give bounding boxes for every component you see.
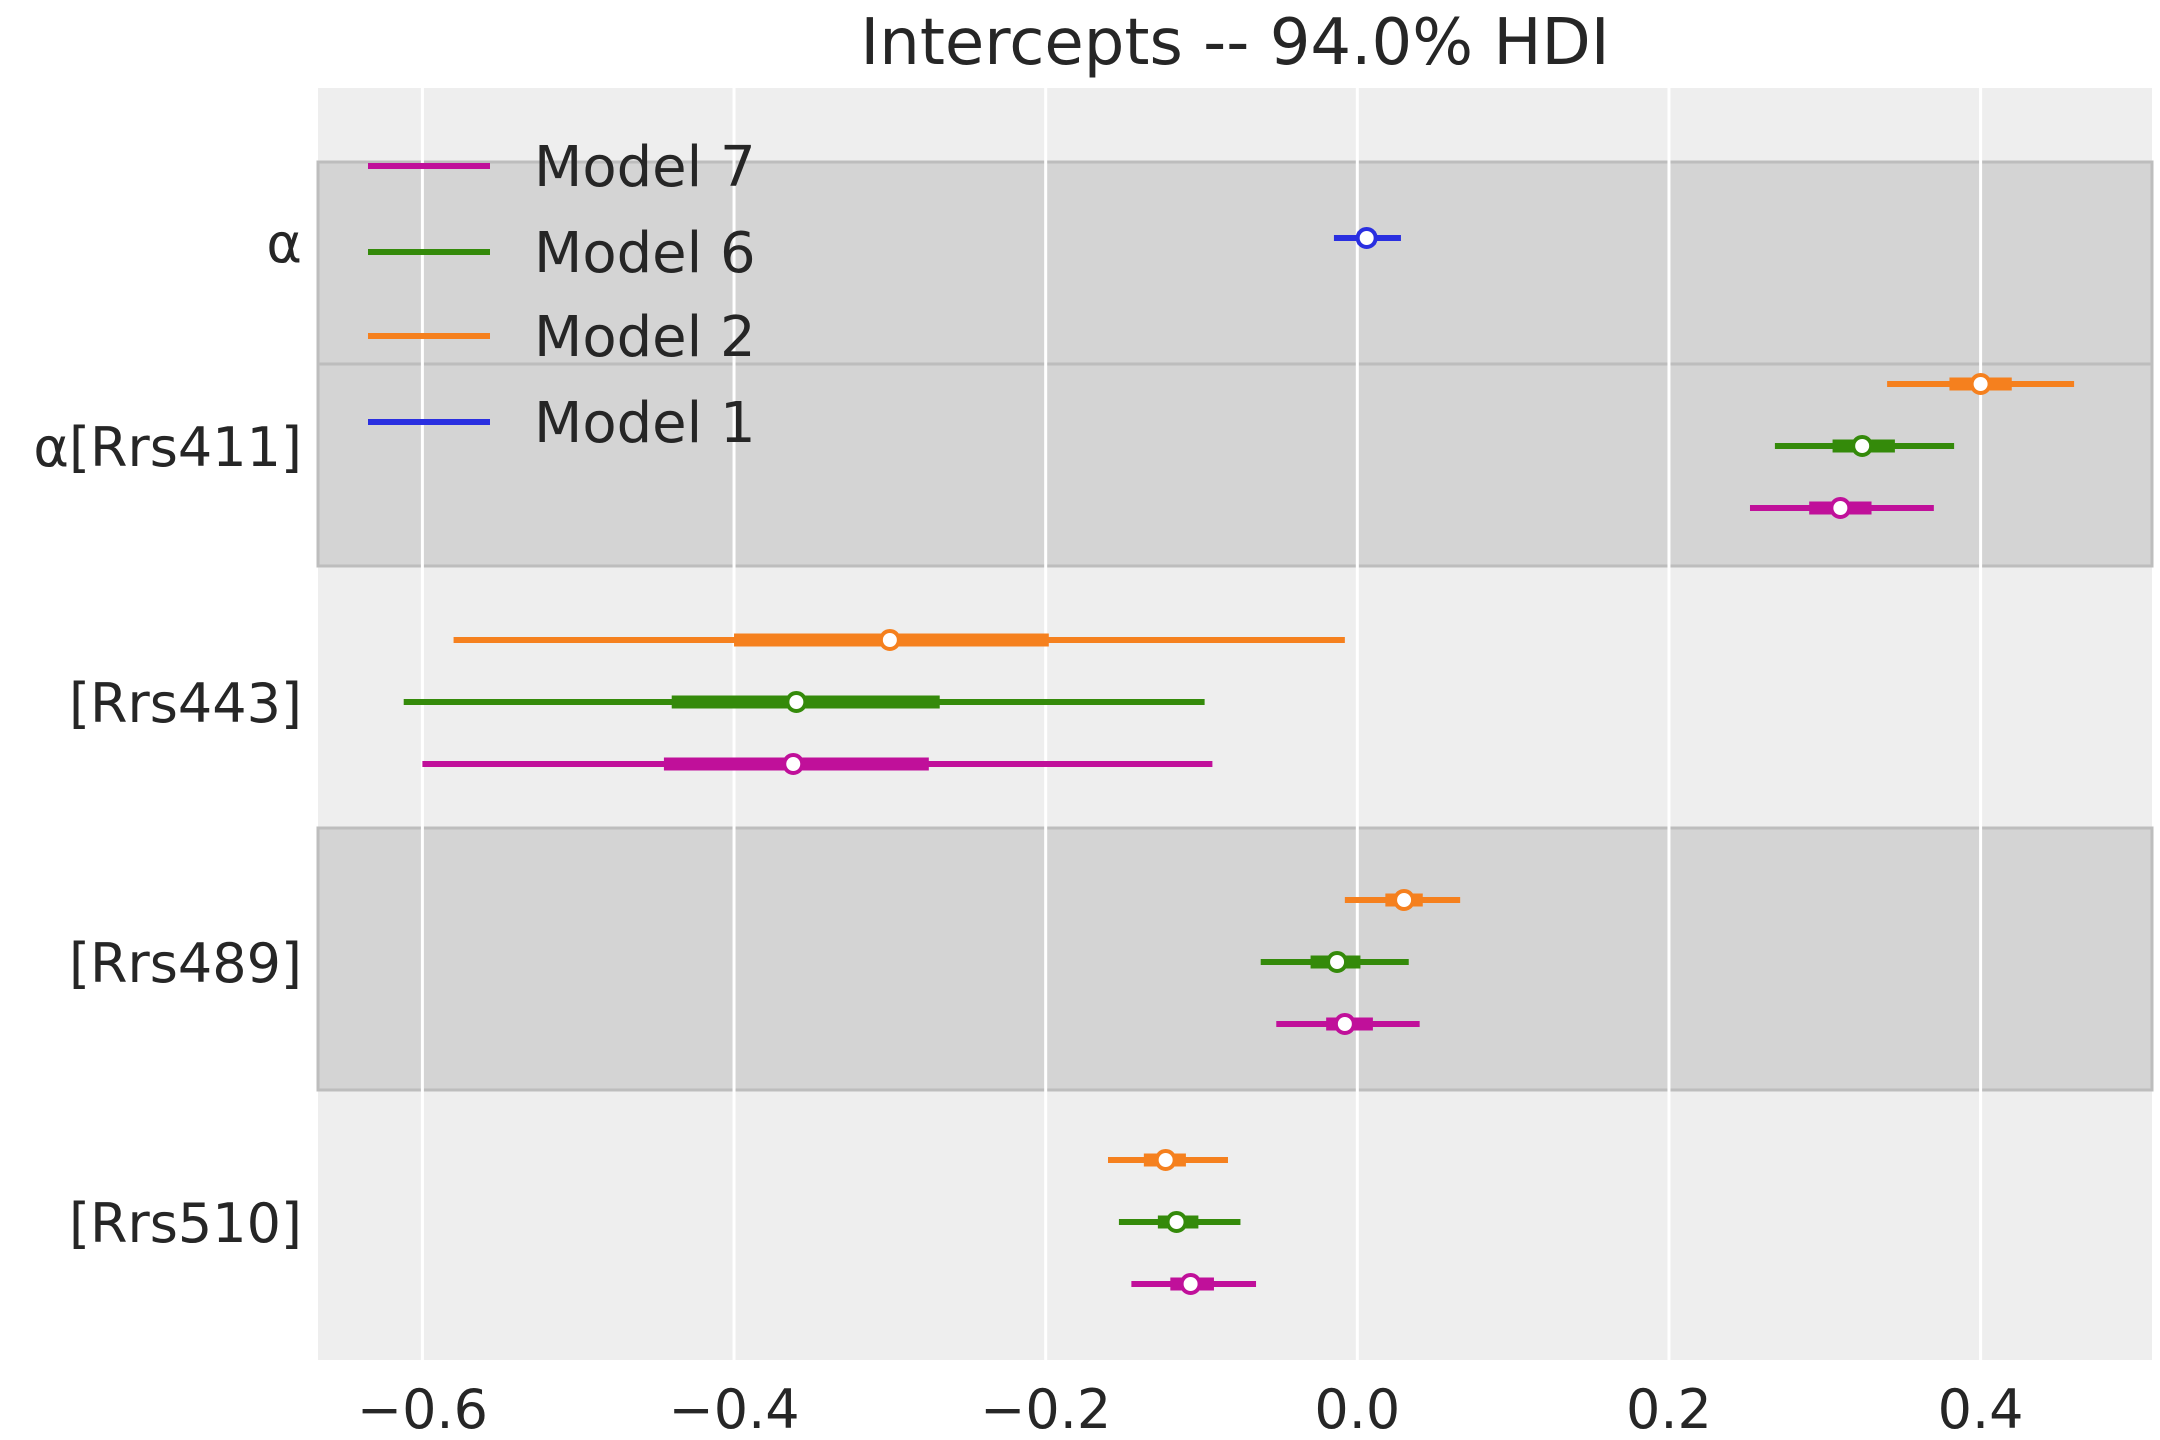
median-point (1179, 1273, 1202, 1295)
median-point (1355, 227, 1378, 249)
row-labels: α α[Rrs411] [Rrs443] [Rrs489] [Rrs510] (33, 212, 302, 1255)
legend: Model 7 Model 6 Model 2 Model 1 (368, 135, 756, 456)
median-point (1969, 373, 1992, 395)
row-label: α[Rrs411] (33, 416, 302, 479)
row-label: [Rrs510] (69, 1192, 302, 1255)
x-tick-label: 0.2 (1626, 1378, 1712, 1440)
median-point (1829, 497, 1852, 519)
row-label: [Rrs489] (69, 932, 302, 995)
x-tick-label: 0.4 (1938, 1378, 2024, 1440)
median-point (1165, 1211, 1188, 1233)
median-point (785, 691, 808, 713)
median-point (878, 629, 901, 651)
row-bands (316, 160, 2154, 1092)
chart-title: Intercepts -- 94.0% HDI (860, 6, 1609, 80)
row-label: [Rrs443] (69, 672, 302, 735)
row-label: α (266, 212, 302, 275)
forest-marks (403, 227, 2075, 1295)
row-band-3 (316, 826, 2154, 1092)
row-band-1 (316, 362, 2154, 568)
legend-label: Model 1 (534, 391, 756, 456)
x-tick-label: −0.6 (357, 1378, 488, 1440)
median-point (1326, 951, 1349, 973)
median-point (1154, 1149, 1177, 1171)
median-point (1393, 889, 1416, 911)
row-band-0 (316, 160, 2154, 366)
legend-label: Model 7 (534, 135, 756, 200)
legend-label: Model 2 (534, 305, 756, 370)
x-tick-labels: −0.6 −0.4 −0.2 0.0 0.2 0.4 (357, 1378, 2024, 1440)
x-tick-label: −0.4 (668, 1378, 799, 1440)
median-point (782, 753, 805, 775)
x-tick-label: −0.2 (980, 1378, 1111, 1440)
median-point (1851, 435, 1874, 457)
median-point (1333, 1013, 1356, 1035)
vertical-gridlines (420, 88, 1983, 1360)
legend-label: Model 6 (534, 221, 756, 286)
x-tick-label: 0.0 (1314, 1378, 1400, 1440)
